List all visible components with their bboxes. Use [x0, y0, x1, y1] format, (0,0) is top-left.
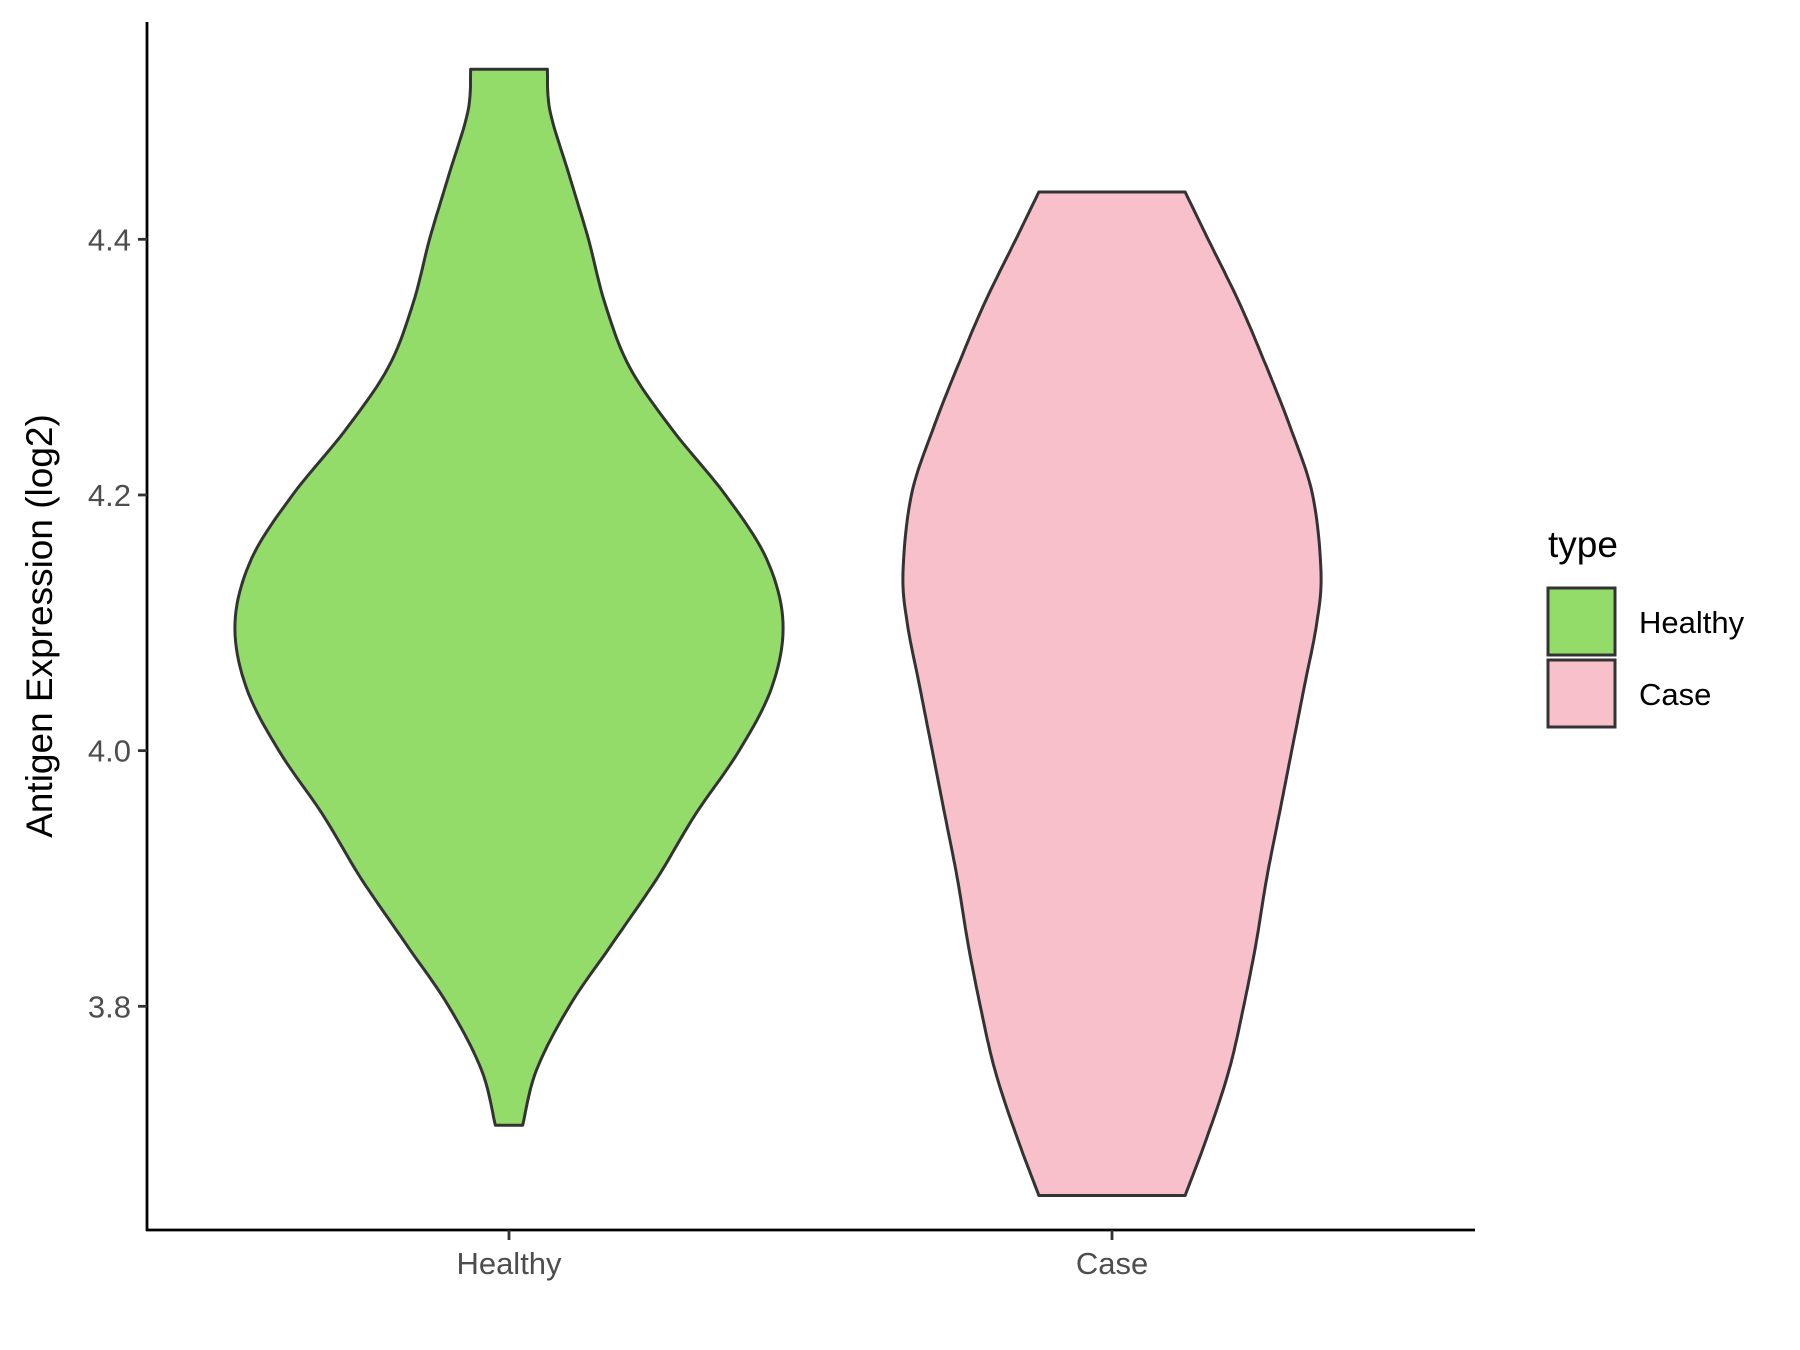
- y-tick-label: 4.4: [88, 222, 131, 257]
- violin-healthy: [233, 67, 785, 1127]
- x-tick-label-healthy: Healthy: [456, 1246, 562, 1281]
- legend-entries: Healthy Case: [1546, 586, 1745, 729]
- legend-title: type: [1548, 524, 1618, 565]
- x-ticks: Healthy Case: [456, 1230, 1148, 1281]
- legend-swatch-case: [1546, 658, 1617, 729]
- legend-label-case: Case: [1639, 677, 1711, 712]
- y-tick-label: 4.0: [88, 734, 131, 769]
- legend-label-healthy: Healthy: [1639, 605, 1745, 640]
- y-ticks: 3.8 4.0 4.2 4.4: [88, 222, 147, 1024]
- y-tick-label: 3.8: [88, 989, 131, 1024]
- y-tick-label: 4.2: [88, 478, 131, 513]
- x-tick-label-case: Case: [1076, 1246, 1148, 1281]
- legend: type Healthy Case: [1546, 524, 1745, 729]
- y-axis-title: Antigen Expression (log2): [19, 414, 60, 838]
- violin-case: [901, 190, 1323, 1197]
- violin-layer: [233, 67, 1323, 1197]
- legend-swatch-healthy: [1546, 586, 1617, 657]
